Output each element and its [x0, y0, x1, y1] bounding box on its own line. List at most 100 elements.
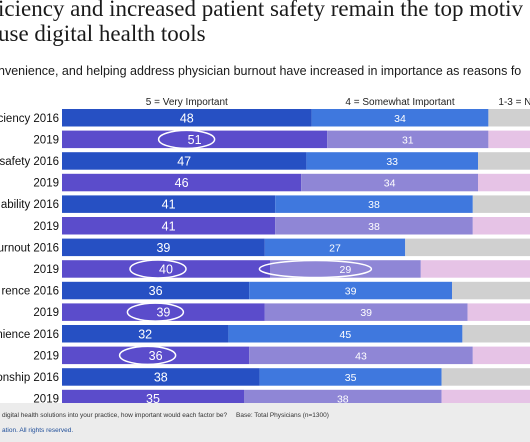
data-label: 38: [154, 370, 168, 384]
bar-segment: [264, 238, 406, 257]
data-label: 45: [340, 329, 352, 341]
data-label: 48: [180, 111, 194, 125]
bar-segment: [244, 389, 442, 403]
bar-segment: [472, 217, 530, 235]
highlight-circle: [118, 345, 177, 366]
bar-segment: [228, 325, 463, 343]
highlight-circle: [258, 259, 373, 279]
footnote: digital health solutions into your pract…: [2, 412, 228, 419]
bar-segment: [478, 173, 530, 192]
highlight-circle: [157, 129, 216, 150]
chart-title-line1: iciency and increased patient safety rem…: [0, 0, 523, 21]
data-label: 35: [345, 372, 357, 384]
bar-segment: [472, 195, 530, 213]
row-label: safety 2016: [0, 156, 59, 168]
row-label: 2019: [33, 350, 59, 362]
bar-segment: [311, 109, 489, 127]
data-label: 35: [146, 392, 160, 403]
bar-segment: [472, 346, 530, 365]
bar-segment: [420, 260, 530, 278]
row-label: 2019: [33, 307, 59, 319]
copyright: ation. All rights reserved.: [2, 427, 74, 434]
chart-title: iciency and increased patient safety rem…: [0, 0, 523, 46]
bar-segment: [405, 238, 530, 257]
bar-segment: [259, 368, 442, 386]
bar-segment: [270, 260, 421, 278]
bar-segment: [462, 325, 530, 343]
legend-label-3: 1-3 = Not Impo: [498, 97, 530, 108]
bar-segment: [306, 152, 478, 170]
bar-segment: [478, 152, 530, 170]
bar-segment: [275, 217, 473, 235]
data-label: 38: [337, 394, 349, 403]
bar-segment: [452, 281, 530, 300]
row-label: 2019: [33, 264, 59, 276]
bar-segment: [62, 130, 328, 149]
data-label: 34: [384, 178, 396, 190]
bar-segment: [264, 303, 468, 321]
data-label: 39: [345, 286, 357, 298]
data-label: 51: [188, 133, 202, 147]
data-label: 32: [138, 327, 152, 341]
row-label: urnout 2016: [0, 242, 59, 254]
data-label: 43: [355, 350, 367, 362]
data-label: 36: [149, 284, 163, 298]
data-label: 46: [175, 176, 189, 190]
bar-segment: [62, 238, 265, 257]
base-note: Base: Total Physicians (n=1300): [236, 412, 329, 419]
row-label: rence 2016: [1, 286, 59, 298]
bar-segment: [62, 346, 250, 365]
footer: digital health solutions into your pract…: [0, 403, 530, 442]
stacked-bar-chart: 5 = Very Important 4 = Somewhat Important…: [0, 97, 530, 403]
row-label: nience 2016: [0, 329, 59, 341]
bar-segment: [62, 325, 229, 343]
row-label: 2019: [33, 221, 59, 233]
chart-subtitle: nvenience, and helping address physician…: [0, 64, 522, 78]
bar-segment: [62, 260, 270, 278]
data-label: 41: [162, 198, 176, 212]
bar-segment: [301, 173, 478, 192]
bar-segment: [62, 195, 276, 213]
bar-segment: [249, 281, 452, 300]
row-label: onship 2016: [0, 372, 59, 384]
row-label: 2019: [33, 134, 59, 146]
bar-segment: [62, 281, 250, 300]
row-label: iciency 2016: [0, 113, 59, 125]
bar-segment: [327, 130, 489, 149]
data-label: 29: [340, 264, 352, 276]
bar-segment: [62, 389, 244, 403]
bar-segment: [62, 152, 307, 170]
row-label: 2019: [33, 178, 59, 190]
row-label: ability 2016: [1, 199, 59, 211]
highlight-circle: [126, 302, 185, 322]
data-label: 34: [394, 113, 406, 125]
bar-segment: [62, 303, 265, 321]
data-label: 36: [149, 349, 163, 363]
data-label: 27: [329, 242, 341, 254]
legend-label-1: 5 = Very Important: [146, 97, 228, 108]
bar-segment: [249, 346, 473, 365]
bar-segment: [488, 130, 530, 149]
bar-segment: [62, 217, 276, 235]
data-label: 39: [156, 306, 170, 320]
data-label: 33: [386, 156, 398, 168]
highlight-circle: [129, 259, 187, 279]
data-label: 38: [368, 199, 380, 211]
data-label: 39: [360, 307, 372, 319]
bar-segment: [467, 303, 530, 321]
data-label: 39: [156, 241, 170, 255]
bar-segment: [441, 389, 530, 403]
bar-segment: [62, 109, 312, 127]
data-label: 47: [177, 154, 191, 168]
data-label: 40: [159, 262, 173, 276]
data-label: 31: [402, 134, 414, 146]
legend-label-2: 4 = Somewhat Important: [345, 97, 454, 108]
data-label: 38: [368, 221, 380, 233]
bar-segment: [441, 368, 530, 386]
bar-segment: [62, 173, 302, 192]
bar-segment: [62, 368, 260, 386]
data-label: 41: [162, 219, 176, 233]
bar-segment: [275, 195, 473, 213]
row-label: 2019: [33, 394, 59, 403]
chart-title-line2: use digital health tools: [0, 21, 206, 46]
